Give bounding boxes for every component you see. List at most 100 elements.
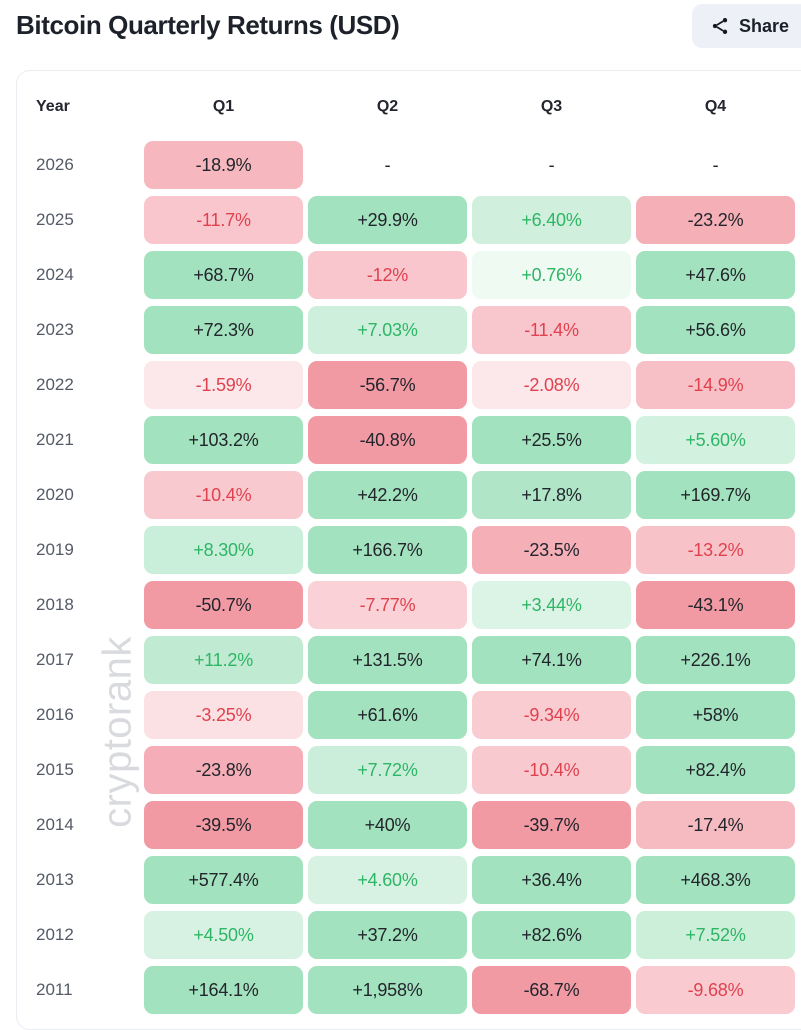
return-cell: +25.5% [472, 416, 631, 464]
return-cell: +166.7% [308, 526, 467, 574]
return-cell: +56.6% [636, 306, 795, 354]
return-cell: +58% [636, 691, 795, 739]
year-label: 2026 [36, 155, 74, 174]
year-label: 2022 [36, 375, 74, 394]
return-cell: +11.2% [144, 636, 303, 684]
return-cell: -23.5% [472, 526, 631, 574]
return-cell: +3.44% [472, 581, 631, 629]
return-cell: -7.77% [308, 581, 467, 629]
return-cell: -9.34% [472, 691, 631, 739]
table-row: 2011 +164.1% +1,958% -68.7% -9.68% [36, 966, 801, 1014]
return-cell: -50.7% [144, 581, 303, 629]
return-cell: - [712, 154, 719, 175]
return-cell: +42.2% [308, 471, 467, 519]
table-row: 2019 +8.30% +166.7% -23.5% -13.2% [36, 526, 801, 574]
year-label: 2021 [36, 430, 74, 449]
return-cell: -68.7% [472, 966, 631, 1014]
return-cell: -18.9% [144, 141, 303, 189]
page-title: Bitcoin Quarterly Returns (USD) [16, 10, 400, 40]
table-row: 2026 -18.9% - - - [36, 141, 801, 189]
return-cell: +40% [308, 801, 467, 849]
return-cell: +82.4% [636, 746, 795, 794]
return-cell: -11.7% [144, 196, 303, 244]
return-cell: +37.2% [308, 911, 467, 959]
return-cell: -9.68% [636, 966, 795, 1014]
year-label: 2024 [36, 265, 74, 284]
table-row: 2016 -3.25% +61.6% -9.34% +58% [36, 691, 801, 739]
return-cell: +61.6% [308, 691, 467, 739]
return-cell: - [384, 154, 391, 175]
return-cell: -39.5% [144, 801, 303, 849]
return-cell: -13.2% [636, 526, 795, 574]
table-row: 2021 +103.2% -40.8% +25.5% +5.60% [36, 416, 801, 464]
return-cell: -1.59% [144, 361, 303, 409]
table-row: 2023 +72.3% +7.03% -11.4% +56.6% [36, 306, 801, 354]
return-cell: +36.4% [472, 856, 631, 904]
year-label: 2018 [36, 595, 74, 614]
table-row: 2012 +4.50% +37.2% +82.6% +7.52% [36, 911, 801, 959]
year-label: 2023 [36, 320, 74, 339]
return-cell: +226.1% [636, 636, 795, 684]
year-label: 2019 [36, 540, 74, 559]
return-cell: -10.4% [144, 471, 303, 519]
return-cell: +47.6% [636, 251, 795, 299]
return-cell: +103.2% [144, 416, 303, 464]
return-cell: -23.2% [636, 196, 795, 244]
share-label: Share [739, 15, 790, 36]
table-row: 2024 +68.7% -12% +0.76% +47.6% [36, 251, 801, 299]
return-cell: -10.4% [472, 746, 631, 794]
return-cell: +4.60% [308, 856, 467, 904]
return-cell: -2.08% [472, 361, 631, 409]
column-header-q2: Q2 [376, 98, 399, 115]
return-cell: +7.03% [308, 306, 467, 354]
return-cell: -12% [308, 251, 467, 299]
return-cell: -39.7% [472, 801, 631, 849]
topbar: Bitcoin Quarterly Returns (USD) Share [0, 0, 801, 54]
return-cell: +131.5% [308, 636, 467, 684]
column-header-q4: Q4 [704, 98, 727, 115]
table-row: 2022 -1.59% -56.7% -2.08% -14.9% [36, 361, 801, 409]
year-label: 2014 [36, 815, 74, 834]
return-cell: +17.8% [472, 471, 631, 519]
return-cell: +29.9% [308, 196, 467, 244]
table-header-row: Year Q1 Q2 Q3 Q4 [36, 87, 801, 127]
return-cell: +577.4% [144, 856, 303, 904]
return-cell: - [548, 154, 555, 175]
table-row: 2014 -39.5% +40% -39.7% -17.4% [36, 801, 801, 849]
year-label: 2013 [36, 870, 74, 889]
return-cell: -17.4% [636, 801, 795, 849]
return-cell: -56.7% [308, 361, 467, 409]
table-row: 2025 -11.7% +29.9% +6.40% -23.2% [36, 196, 801, 244]
return-cell: -3.25% [144, 691, 303, 739]
return-cell: +5.60% [636, 416, 795, 464]
table-body: 2026 -18.9% - - - 2025 -11.7% +29.9% +6.40% -23.2… [36, 141, 801, 1014]
table-row: 2013 +577.4% +4.60% +36.4% +468.3% [36, 856, 801, 904]
return-cell: +7.52% [636, 911, 795, 959]
return-cell: +7.72% [308, 746, 467, 794]
year-label: 2011 [36, 980, 73, 999]
return-cell: +8.30% [144, 526, 303, 574]
returns-table-card: Year Q1 Q2 Q3 Q4 2026 -18.9% - - - 2025 -11.7%… [16, 70, 801, 1030]
return-cell: +68.7% [144, 251, 303, 299]
return-cell: +468.3% [636, 856, 795, 904]
table-row: 2015 -23.8% +7.72% -10.4% +82.4% [36, 746, 801, 794]
return-cell: +0.76% [472, 251, 631, 299]
return-cell: +74.1% [472, 636, 631, 684]
return-cell: +4.50% [144, 911, 303, 959]
return-cell: -14.9% [636, 361, 795, 409]
column-header-q1: Q1 [212, 98, 235, 115]
share-button[interactable]: Share [692, 4, 801, 48]
return-cell: +164.1% [144, 966, 303, 1014]
year-label: 2020 [36, 485, 74, 504]
return-cell: +1,958% [308, 966, 467, 1014]
return-cell: -43.1% [636, 581, 795, 629]
year-label: 2015 [36, 760, 74, 779]
table-row: 2018 -50.7% -7.77% +3.44% -43.1% [36, 581, 801, 629]
return-cell: +82.6% [472, 911, 631, 959]
year-label: 2017 [36, 650, 74, 669]
return-cell: -40.8% [308, 416, 467, 464]
year-label: 2016 [36, 705, 74, 724]
return-cell: +6.40% [472, 196, 631, 244]
column-header-q3: Q3 [540, 98, 563, 115]
return-cell: +72.3% [144, 306, 303, 354]
